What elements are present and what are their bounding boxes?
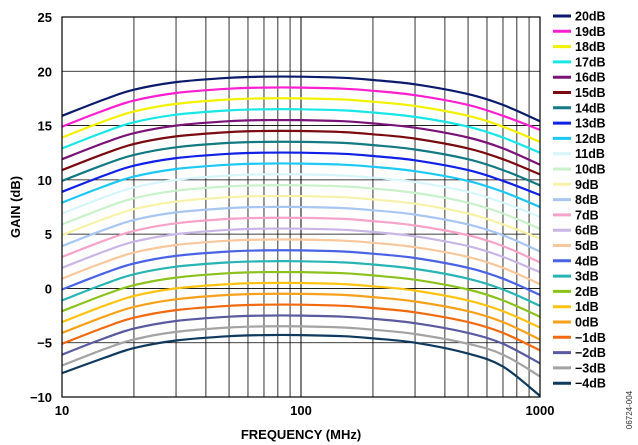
legend-label: 9dB — [575, 178, 599, 192]
series-line-10dB — [61, 184, 541, 230]
series-line-−1dB — [61, 303, 541, 352]
series-lines — [61, 75, 541, 397]
legend-label: 17dB — [575, 55, 606, 69]
y-tick-label: 25 — [38, 10, 52, 25]
series-line-14dB — [61, 140, 541, 187]
legend-label: −4dB — [575, 377, 606, 391]
legend-label: 14dB — [575, 101, 606, 115]
y-tick-label: 15 — [38, 119, 52, 134]
legend-label: 6dB — [575, 224, 599, 238]
legend-label: 13dB — [575, 117, 606, 131]
legend-label: −1dB — [575, 331, 606, 345]
legend-label: 5dB — [575, 239, 599, 253]
y-axis-label: GAIN (dB) — [8, 176, 23, 238]
legend-label: 10dB — [575, 163, 606, 177]
legend-label: 7dB — [575, 208, 599, 222]
series-line-12dB — [61, 162, 541, 209]
legend-label: 18dB — [575, 40, 606, 54]
x-tick-label: 100 — [290, 403, 312, 418]
series-line-4dB — [61, 249, 541, 296]
series-line-−3dB — [61, 325, 541, 378]
y-tick-label: −5 — [37, 336, 52, 351]
series-line-20dB — [61, 75, 541, 123]
series-line-−2dB — [61, 314, 541, 365]
series-line-9dB — [61, 194, 541, 240]
y-tick-label: 0 — [45, 281, 52, 296]
series-line-3dB — [61, 260, 541, 307]
series-line-−4dB — [61, 333, 541, 397]
figure-id: 06724-004 — [625, 390, 634, 429]
series-line-15dB — [61, 129, 541, 176]
y-tick-label: 5 — [45, 227, 52, 242]
legend-label: 2dB — [575, 285, 599, 299]
legend-label: 4dB — [575, 254, 599, 268]
x-tick-label: 10 — [55, 403, 69, 418]
legend-label: 16dB — [575, 71, 606, 85]
legend-label: 11dB — [575, 147, 605, 161]
legend-label: 15dB — [575, 86, 606, 100]
legend-label: 3dB — [575, 270, 599, 284]
y-tick-labels: 25 20 15 10 5 0 −5 −10 — [30, 10, 52, 405]
series-line-16dB — [61, 118, 541, 166]
series-line-17dB — [61, 108, 541, 154]
series-line-19dB — [61, 86, 541, 131]
series-line-8dB — [61, 205, 541, 253]
x-tick-labels: 10 100 1000 — [55, 403, 555, 418]
series-line-5dB — [61, 238, 541, 286]
legend-label: 8dB — [575, 193, 599, 207]
series-line-6dB — [61, 227, 541, 274]
x-tick-label: 1000 — [526, 403, 555, 418]
series-line-11dB — [61, 173, 541, 218]
y-tick-label: 20 — [38, 64, 52, 79]
legend-label: −2dB — [575, 346, 606, 360]
legend-label: 12dB — [575, 132, 606, 146]
x-axis-label: FREQUENCY (MHz) — [241, 427, 361, 442]
legend-label: −3dB — [575, 361, 606, 375]
series-line-2dB — [61, 270, 541, 318]
series-line-18dB — [61, 97, 541, 143]
legend-label: 20dB — [575, 10, 606, 24]
legend-label: 19dB — [575, 25, 606, 39]
legend-label: 1dB — [575, 300, 599, 314]
series-line-0dB — [61, 292, 541, 341]
series-line-7dB — [61, 216, 541, 264]
series-line-13dB — [61, 151, 541, 197]
plot-frame — [61, 16, 541, 398]
legend-label: 0dB — [575, 316, 599, 330]
series-line-1dB — [61, 281, 541, 329]
y-tick-label: 10 — [38, 173, 52, 188]
y-tick-label: −10 — [30, 390, 52, 405]
